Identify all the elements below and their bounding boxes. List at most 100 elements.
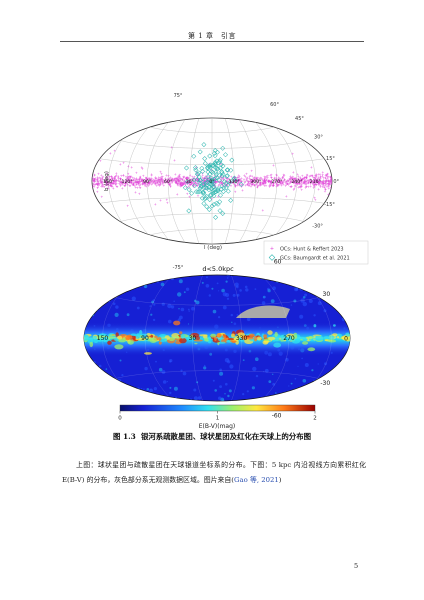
extinction-speck <box>113 287 117 291</box>
oc-point: + <box>122 180 125 184</box>
oc-point: + <box>234 176 237 180</box>
oc-point: + <box>313 178 316 182</box>
oc-point: + <box>326 173 329 177</box>
oc-point: + <box>92 179 95 183</box>
oc-point: + <box>115 171 118 175</box>
oc-point: + <box>310 166 313 170</box>
lon-tick-label: 0° <box>209 179 214 185</box>
oc-point: + <box>143 182 146 186</box>
gc-point <box>218 192 223 198</box>
extinction-speck <box>203 254 206 257</box>
extinction-cloud <box>223 334 227 339</box>
oc-point: + <box>119 181 122 185</box>
oc-point: + <box>180 181 183 185</box>
oc-point: + <box>119 184 122 188</box>
citation-link[interactable]: Gao 等, 2021 <box>234 475 279 484</box>
oc-point: + <box>164 177 167 181</box>
oc-point: + <box>167 181 170 185</box>
extinction-speck <box>237 417 238 418</box>
oc-point: + <box>279 177 282 181</box>
oc-point: + <box>180 183 183 187</box>
oc-point: + <box>96 183 99 187</box>
extinction-speck <box>146 412 148 414</box>
oc-point: + <box>179 177 182 181</box>
oc-point: + <box>252 179 255 183</box>
oc-point: + <box>226 177 229 181</box>
oc-point: + <box>291 152 294 156</box>
oc-point: + <box>179 182 182 186</box>
extinction-speck <box>149 305 152 307</box>
body-paragraph: 上图：球状星团与疏散星团在天球银道坐标系的分布。下图：5 kpc 内沿视线方向累… <box>62 458 366 487</box>
oc-point: + <box>234 178 237 182</box>
extinction-speck <box>313 282 316 286</box>
gc-point <box>192 183 198 189</box>
oc-point: + <box>159 179 162 183</box>
extinction-speck <box>143 388 145 390</box>
oc-point: + <box>93 177 96 181</box>
oc-point: + <box>315 179 318 183</box>
oc-point: + <box>152 180 155 184</box>
oc-point: + <box>156 182 159 186</box>
oc-point: + <box>327 193 330 197</box>
oc-point: + <box>122 174 125 178</box>
oc-point: + <box>202 183 205 187</box>
extinction-speck <box>242 393 245 396</box>
oc-point: + <box>157 178 160 182</box>
oc-point: + <box>167 177 170 181</box>
oc-point: + <box>232 178 235 182</box>
oc-point: + <box>122 181 125 185</box>
oc-point: + <box>302 177 305 181</box>
oc-point: + <box>219 180 222 184</box>
oc-point: + <box>187 185 190 189</box>
extinction-speck <box>191 306 195 311</box>
oc-point: + <box>127 172 130 176</box>
oc-point: + <box>273 177 276 181</box>
oc-point: + <box>101 175 104 179</box>
oc-point: + <box>110 183 113 187</box>
oc-point: + <box>296 181 299 185</box>
header-rule <box>60 41 364 42</box>
oc-point: + <box>113 149 116 153</box>
extinction-speck <box>216 282 219 285</box>
oc-point: + <box>317 181 320 185</box>
oc-point: + <box>309 185 312 189</box>
oc-point: + <box>147 181 150 185</box>
oc-point: + <box>222 177 225 181</box>
oc-point: + <box>321 173 324 177</box>
gc-point <box>206 187 212 193</box>
extinction-speck <box>161 370 166 374</box>
oc-point: + <box>145 177 148 181</box>
oc-point: + <box>154 181 157 185</box>
oc-point: + <box>145 179 148 183</box>
oc-point: + <box>158 178 161 182</box>
oc-point: + <box>131 176 134 180</box>
oc-point: + <box>179 183 182 187</box>
oc-point: + <box>255 176 258 180</box>
oc-point: + <box>217 194 220 198</box>
extinction-speck <box>188 310 190 312</box>
oc-point: + <box>111 176 114 180</box>
extinction-speck <box>219 368 222 372</box>
oc-point: + <box>258 183 261 187</box>
oc-point: + <box>155 179 158 183</box>
oc-point: + <box>276 181 279 185</box>
gc-point <box>219 169 225 175</box>
oc-point: + <box>114 181 117 185</box>
oc-point: + <box>234 183 237 187</box>
oc-point: + <box>106 181 109 185</box>
oc-point: + <box>124 179 127 183</box>
oc-point: + <box>311 175 314 179</box>
extinction-speck <box>223 416 225 418</box>
oc-point: + <box>251 178 254 182</box>
oc-point: + <box>217 184 220 188</box>
oc-point: + <box>124 182 127 186</box>
oc-point: + <box>105 176 108 180</box>
oc-point: + <box>215 179 218 183</box>
oc-point: + <box>260 182 263 186</box>
oc-point: + <box>229 181 232 185</box>
extinction-speck <box>146 265 147 266</box>
oc-point: + <box>229 180 232 184</box>
oc-point: + <box>197 183 200 187</box>
extinction-speck <box>107 382 111 387</box>
gc-point <box>205 180 210 186</box>
